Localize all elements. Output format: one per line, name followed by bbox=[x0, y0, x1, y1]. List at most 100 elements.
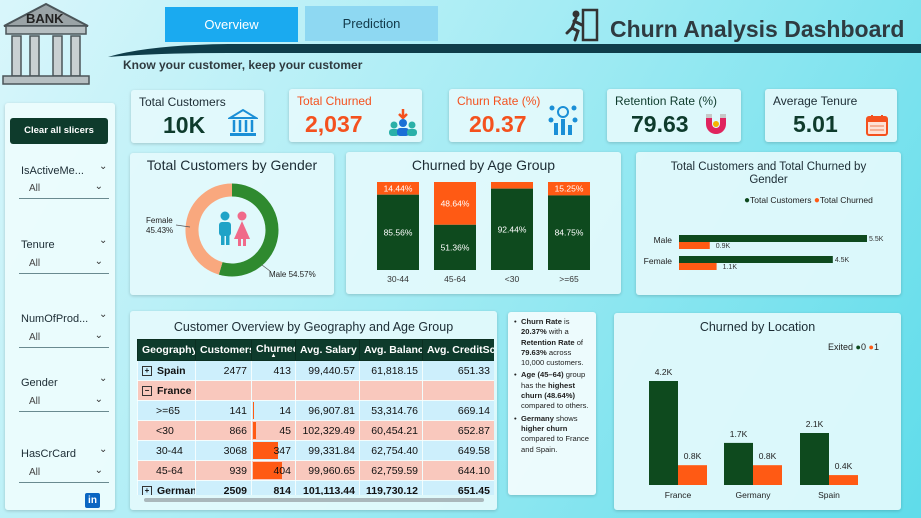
geo-col-header[interactable]: Churned ▲ bbox=[251, 339, 296, 361]
chevron-down-icon[interactable]: ⌄ bbox=[99, 161, 108, 172]
kpi-total-churned-label: Total Churned bbox=[297, 94, 372, 108]
gender-bar-churned[interactable] bbox=[679, 242, 710, 249]
header-swoosh bbox=[108, 44, 921, 57]
location-axis-label: Spain bbox=[818, 490, 840, 500]
collapse-icon[interactable]: − bbox=[142, 385, 152, 396]
chevron-down-icon[interactable]: ⌄ bbox=[99, 309, 108, 320]
gender-bars-card: Total Customers and Total Churned by Gen… bbox=[636, 152, 901, 295]
chevron-down-icon[interactable]: ⌄ bbox=[99, 444, 108, 455]
location-bar-stayed[interactable] bbox=[800, 433, 829, 485]
linkedin-icon[interactable]: in bbox=[85, 493, 100, 508]
clear-slicers-button[interactable]: Clear all slicers bbox=[10, 118, 108, 144]
location-bar-exited[interactable] bbox=[753, 465, 782, 485]
gender-bar-churned[interactable] bbox=[679, 263, 717, 270]
sort-arrow-icon[interactable]: ▲ bbox=[270, 352, 277, 359]
tab-overview[interactable]: Overview bbox=[165, 7, 298, 42]
geo-cell-credit: 651.45 bbox=[422, 480, 494, 495]
kpi-churn-rate-label: Churn Rate (%) bbox=[457, 94, 541, 108]
table-row[interactable]: <30 866 45 102,329.49 60,454.21 652.87 bbox=[137, 420, 494, 441]
location-bar-exited[interactable] bbox=[678, 465, 707, 485]
table-row[interactable]: + Spain 2477 413 99,440.57 61,818.15 651.33 bbox=[137, 360, 494, 381]
gender-bars-title: Total Customers and Total Churned by Gen… bbox=[670, 161, 867, 186]
expand-icon[interactable]: + bbox=[142, 485, 152, 495]
geo-cell-salary: 102,329.49 bbox=[295, 420, 360, 441]
age-bar-retain-label: 85.56% bbox=[384, 227, 413, 237]
page-title: Churn Analysis Dashboard bbox=[610, 16, 905, 42]
geo-cell-salary: 99,331.84 bbox=[295, 440, 360, 461]
gender-bar-total[interactable] bbox=[679, 235, 867, 242]
location-bar-stayed[interactable] bbox=[724, 442, 753, 485]
table-row[interactable]: >=65 141 14 96,907.81 53,314.76 669.14 bbox=[137, 400, 494, 421]
location-bar-exited-label: 0.4K bbox=[835, 461, 853, 471]
bank-building-icon bbox=[2, 2, 90, 85]
churned-databar bbox=[253, 462, 283, 479]
donut-slice-female[interactable] bbox=[185, 183, 233, 275]
age-bar-churned[interactable] bbox=[548, 182, 590, 196]
location-title: Churned by Location bbox=[699, 320, 816, 334]
geo-table: Geography Customers Churned ▲ Avg. Salary Avg… bbox=[137, 339, 494, 495]
geo-cell-credit: 651.33 bbox=[422, 360, 494, 381]
geo-cell-credit: 652.87 bbox=[422, 420, 494, 441]
geo-cell-churned: 45 bbox=[251, 420, 296, 441]
table-row[interactable]: 45-64 939 404 99,960.65 62,759.59 644.10 bbox=[137, 460, 494, 481]
slicer-isactive-dropdown[interactable]: All ⌄ bbox=[19, 180, 109, 199]
geo-col-header[interactable]: Geography bbox=[137, 339, 196, 361]
kpi-total-churned: Total Churned 2,037 bbox=[289, 89, 422, 142]
donut-slice-male[interactable] bbox=[218, 183, 279, 277]
geo-cell-customers: 3068 bbox=[195, 440, 252, 461]
geo-table-container[interactable]: Geography Customers Churned ▲ Avg. Salary Avg… bbox=[137, 339, 494, 495]
geo-cell-salary: 99,440.57 bbox=[295, 360, 360, 381]
location-bar-stayed-label: 4.2K bbox=[655, 367, 673, 377]
age-bar-retained[interactable] bbox=[491, 188, 533, 270]
location-bar-exited[interactable] bbox=[829, 475, 858, 485]
location-bar-stayed[interactable] bbox=[649, 381, 678, 485]
geo-cell-balance: 62,754.40 bbox=[359, 440, 423, 461]
kpi-churn-rate: Churn Rate (%) 20.37 bbox=[449, 89, 583, 142]
age-axis-label: >=65 bbox=[559, 274, 579, 284]
geo-cell-churned: 814 bbox=[251, 480, 296, 495]
age-bar-churned[interactable] bbox=[377, 182, 419, 195]
legend-total-churned: Total Churned bbox=[819, 195, 873, 205]
geo-col-header[interactable]: Avg. Salary bbox=[295, 339, 360, 361]
donut-label-male: Male 54.57% bbox=[269, 270, 316, 279]
table-row[interactable]: 30-44 3068 347 99,331.84 62,754.40 649.58 bbox=[137, 440, 494, 461]
gender-bar-churned-label: 0.9K bbox=[716, 243, 731, 250]
geo-col-header[interactable]: Avg. Balance bbox=[359, 339, 423, 361]
age-bar-churned[interactable] bbox=[434, 182, 476, 225]
geo-cell-balance bbox=[359, 380, 423, 401]
age-bar-churned[interactable] bbox=[491, 182, 533, 189]
geo-cell-credit bbox=[422, 380, 494, 401]
geo-table-card: Customer Overview by Geography and Age G… bbox=[130, 311, 497, 510]
chevron-down-icon[interactable]: ⌄ bbox=[99, 373, 108, 384]
gender-bar-total[interactable] bbox=[679, 256, 833, 263]
age-axis-label: <30 bbox=[505, 274, 520, 284]
expand-icon[interactable]: + bbox=[142, 365, 152, 376]
gender-donut-chart bbox=[175, 183, 279, 277]
gender-bars-chart: Male 5.5K 0.9K Female 4.5K 1.1K bbox=[644, 235, 884, 271]
age-bar-retained[interactable] bbox=[377, 194, 419, 270]
age-bar-retained[interactable] bbox=[548, 195, 590, 270]
table-row[interactable]: + German 2509 814 101,113.44 119,730.12 651.45 bbox=[137, 480, 494, 495]
slicer-hascrcard-value: All bbox=[29, 467, 41, 478]
geo-col-header[interactable]: Customers bbox=[195, 339, 252, 361]
chevron-down-icon: ⌄ bbox=[94, 394, 103, 405]
tab-prediction[interactable]: Prediction bbox=[305, 6, 438, 41]
geo-cell-balance: 60,454.21 bbox=[359, 420, 423, 441]
exit-door-icon bbox=[565, 8, 599, 42]
slicer-numproducts-dropdown[interactable]: All ⌄ bbox=[19, 329, 109, 348]
retention-magnet-icon bbox=[706, 114, 726, 134]
geo-col-header[interactable]: Avg. CreditScore bbox=[422, 339, 494, 361]
slicer-tenure-dropdown[interactable]: All ⌄ bbox=[19, 255, 109, 274]
horizontal-scrollbar[interactable] bbox=[144, 498, 484, 502]
table-row[interactable]: − France bbox=[137, 380, 494, 401]
chevron-down-icon[interactable]: ⌄ bbox=[99, 235, 108, 246]
kpi-churn-rate-value: 20.37 bbox=[469, 111, 527, 137]
location-card: Churned by Location Exited ●0 ●1 4.2K 0.8… bbox=[614, 313, 901, 510]
insight-item: • Age (45–64) group has the highest churn… bbox=[514, 370, 589, 411]
geo-cell-salary: 101,113.44 bbox=[295, 480, 360, 495]
bullet-icon: • bbox=[514, 413, 517, 423]
geo-cell-balance: 53,314.76 bbox=[359, 400, 423, 421]
slicer-hascrcard-dropdown[interactable]: All ⌄ bbox=[19, 464, 109, 483]
slicer-gender-dropdown[interactable]: All ⌄ bbox=[19, 393, 109, 412]
age-bar-retained[interactable] bbox=[434, 224, 476, 270]
